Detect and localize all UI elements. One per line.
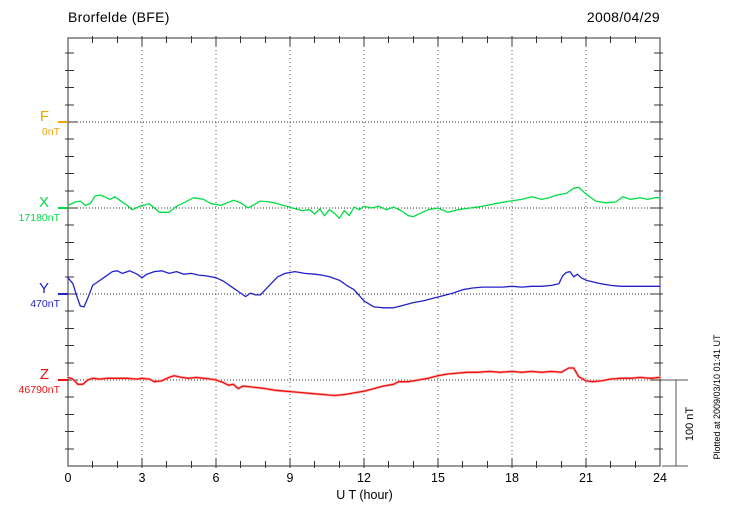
chart-date: 2008/04/29 <box>586 9 660 25</box>
series-letter-Z: Z <box>39 366 49 383</box>
plotted-at-note: Plotted at 2009/03/10 01:41 UT <box>712 334 722 460</box>
x-tick-label-9: 9 <box>286 471 294 485</box>
component-label-Y: Y 470nT <box>2 281 60 310</box>
component-label-F: F 0nT <box>2 109 60 138</box>
component-label-X: X 17180nT <box>2 195 60 224</box>
scalebar-label: 100 nT <box>684 406 696 442</box>
series-baseline-value-F: 0nT <box>41 126 60 138</box>
series-letter-F: F <box>39 108 49 125</box>
series-baseline-value-X: 17180nT <box>18 212 60 224</box>
x-tick-label-0: 0 <box>64 471 72 485</box>
x-tick-label-12: 12 <box>357 471 371 485</box>
x-tick-label-18: 18 <box>505 471 519 485</box>
component-label-Z: Z 46790nT <box>2 367 60 396</box>
series-line-X <box>67 186 661 219</box>
series-letter-Y: Y <box>38 280 49 297</box>
series-line-Y <box>67 270 661 309</box>
x-tick-label-15: 15 <box>431 471 445 485</box>
x-tick-label-24: 24 <box>653 471 667 485</box>
x-axis-title: U T (hour) <box>336 488 393 502</box>
x-tick-label-3: 3 <box>138 471 146 485</box>
series-line-Z <box>67 367 661 397</box>
x-tick-label-21: 21 <box>579 471 593 485</box>
x-tick-label-6: 6 <box>212 471 220 485</box>
series-baseline-value-Y: 470nT <box>30 298 60 310</box>
series-letter-X: X <box>38 194 49 211</box>
series-baseline-value-Z: 46790nT <box>18 384 60 396</box>
chart-title: Brorfelde (BFE) <box>68 9 170 25</box>
